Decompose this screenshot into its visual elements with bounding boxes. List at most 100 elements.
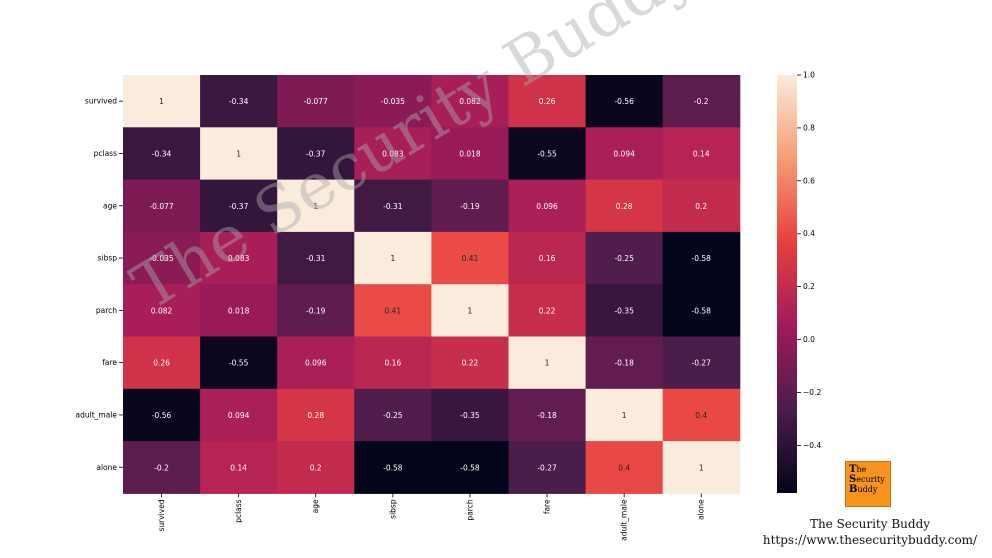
- cell-annotation: 0.096: [305, 359, 327, 368]
- colorbar: [777, 75, 797, 493]
- heatmap-cell-adult_male-parch: [431, 388, 509, 442]
- heatmap-cell-adult_male-alone: [662, 388, 741, 442]
- cell-annotation: 0.14: [693, 149, 710, 158]
- cell-annotation: 0.4: [695, 411, 707, 420]
- heatmap-cell-parch-adult_male: [585, 284, 664, 337]
- heatmap-cell-adult_male-fare: [508, 388, 587, 442]
- logo-word-ecurity: ecurity: [856, 475, 885, 484]
- heatmap-cell-age-adult_male: [585, 179, 664, 233]
- cell-annotation: -0.34: [229, 97, 249, 106]
- column-label-pclass: pclass: [234, 499, 243, 522]
- heatmap-cell-fare-alone: [662, 336, 741, 390]
- heatmap-cell-alone-fare: [508, 441, 587, 494]
- heatmap-cell-age-age: [277, 179, 355, 233]
- heatmap-cell-sibsp-alone: [662, 231, 741, 285]
- cell-annotation: -0.58: [383, 463, 403, 472]
- cell-annotation: 1: [236, 149, 241, 158]
- colorbar-tick-label: 0.2: [803, 282, 815, 291]
- heatmap-cell-pclass-sibsp: [354, 127, 432, 181]
- cell-annotation: 0.082: [459, 97, 481, 106]
- row-label-adult_male: adult_male: [76, 410, 118, 419]
- cell-annotation: -0.077: [149, 202, 173, 211]
- row-label-pclass: pclass: [94, 149, 117, 158]
- column-label-adult_male: adult_male: [620, 499, 629, 541]
- cell-annotation: 0.26: [153, 359, 170, 368]
- cell-annotation: 0.26: [539, 97, 556, 106]
- heatmap-cell-parch-pclass: [200, 284, 278, 337]
- cell-annotation: -0.25: [614, 254, 634, 263]
- colorbar-tick-label: 0.8: [803, 123, 815, 132]
- cell-annotation: 0.018: [459, 149, 481, 158]
- colorbar-tick-label: 0.4: [803, 229, 815, 238]
- cell-annotation: 1: [390, 254, 395, 263]
- cell-annotation: 0.4: [618, 463, 630, 472]
- heatmap-cell-sibsp-parch: [431, 231, 509, 285]
- colorbar-tick-label: −0.4: [803, 441, 821, 450]
- cell-annotation: -0.58: [460, 463, 480, 472]
- colorbar-tick-label: 1.0: [803, 71, 815, 80]
- cell-annotation: 0.41: [462, 254, 479, 263]
- cell-annotation: 0.28: [616, 202, 633, 211]
- logo-letter-t: T: [849, 464, 857, 475]
- heatmap-cell-pclass-adult_male: [585, 127, 664, 181]
- heatmap-cell-sibsp-age: [277, 231, 355, 285]
- cell-annotation: -0.035: [149, 254, 173, 263]
- row-label-age: age: [103, 201, 117, 210]
- cell-annotation: -0.19: [460, 202, 480, 211]
- heatmap-cell-sibsp-sibsp: [354, 231, 432, 285]
- heatmap-cell-pclass-alone: [662, 127, 741, 181]
- cell-annotation: 0.094: [228, 411, 250, 420]
- heatmap-cell-fare-age: [277, 336, 355, 390]
- cell-annotation: 0.16: [384, 359, 401, 368]
- row-label-survived: survived: [85, 97, 117, 106]
- heatmap-cell-pclass-age: [277, 127, 355, 181]
- cell-annotation: -0.35: [460, 411, 480, 420]
- heatmap-cell-parch-survived: [123, 284, 201, 337]
- cell-annotation: -0.55: [229, 359, 249, 368]
- cell-annotation: -0.19: [306, 306, 326, 315]
- row-label-alone: alone: [96, 463, 117, 472]
- heatmap-cell-parch-fare: [508, 284, 587, 337]
- heatmap-cell-parch-alone: [662, 284, 741, 337]
- cell-annotation: -0.31: [306, 254, 326, 263]
- cell-annotation: -0.56: [152, 411, 172, 420]
- cell-annotation: 0.14: [230, 463, 247, 472]
- cell-annotation: 0.082: [151, 306, 173, 315]
- heatmap-cell-sibsp-adult_male: [585, 231, 664, 285]
- heatmap-cell-adult_male-age: [277, 388, 355, 442]
- cell-annotation: 1: [622, 411, 627, 420]
- heatmap-cell-fare-parch: [431, 336, 509, 390]
- cell-annotation: 0.2: [310, 463, 322, 472]
- cell-annotation: 0.083: [228, 254, 250, 263]
- heatmap-cell-pclass-pclass: [200, 127, 278, 181]
- row-tick-labels: survived pclass age sibsp parch fare adult_mal…: [76, 97, 123, 472]
- heatmap-cell-alone-sibsp: [354, 441, 432, 494]
- heatmap-cell-adult_male-adult_male: [585, 388, 664, 442]
- cell-annotation: 0.22: [539, 306, 556, 315]
- heatmap-cell-age-fare: [508, 179, 587, 233]
- heatmap-cell-survived-parch: [431, 75, 509, 128]
- logo-letter-b: B: [849, 484, 858, 495]
- cell-annotation: 0.22: [462, 359, 479, 368]
- brand-url[interactable]: https://www.thesecuritybuddy.com/: [762, 533, 978, 547]
- cell-annotation: 1: [313, 202, 318, 211]
- cell-annotation: 0.096: [536, 202, 558, 211]
- cell-annotation: -0.077: [304, 97, 328, 106]
- heatmap-cell-fare-adult_male: [585, 336, 664, 390]
- heatmap-cell-survived-sibsp: [354, 75, 432, 128]
- cell-annotation: -0.18: [614, 359, 634, 368]
- heatmap-cell-adult_male-pclass: [200, 388, 278, 442]
- column-label-survived: survived: [157, 499, 166, 531]
- column-label-alone: alone: [697, 499, 706, 520]
- heatmap-cell-age-parch: [431, 179, 509, 233]
- colorbar-tick-label: −0.2: [803, 388, 821, 397]
- cell-annotation: -0.58: [692, 306, 712, 315]
- heatmap-cell-age-survived: [123, 179, 201, 233]
- cell-annotation: -0.35: [614, 306, 634, 315]
- heatmap-cell-alone-parch: [431, 441, 509, 494]
- row-label-parch: parch: [96, 306, 117, 315]
- heatmap-cell-fare-sibsp: [354, 336, 432, 390]
- cell-annotation: -0.2: [694, 97, 709, 106]
- logo-word-uddy: uddy: [857, 485, 878, 494]
- heatmap-cell-sibsp-survived: [123, 231, 201, 285]
